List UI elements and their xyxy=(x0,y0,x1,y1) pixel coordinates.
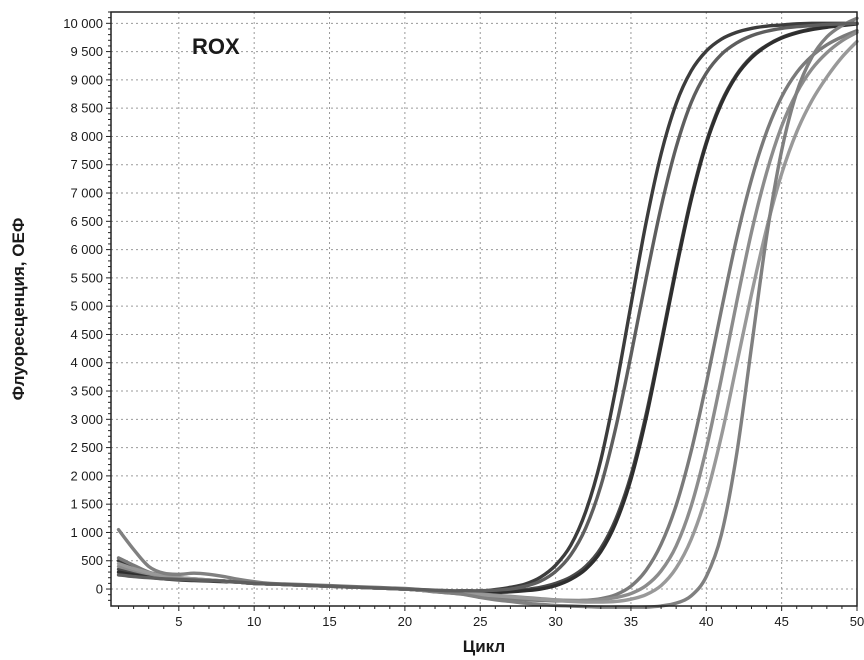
grid-layer xyxy=(111,12,858,606)
y-tick-label: 5 500 xyxy=(70,270,103,285)
x-tick-label: 15 xyxy=(322,614,336,629)
series-line-7 xyxy=(116,16,859,609)
y-axis-title: Флуоресценция, ОЕФ xyxy=(9,218,28,401)
chart-title: ROX xyxy=(192,34,240,59)
y-tick-label: 6 000 xyxy=(70,242,103,257)
y-tick-label: 5 000 xyxy=(70,299,103,314)
x-tick-label: 50 xyxy=(850,614,864,629)
x-tick-label: 10 xyxy=(247,614,261,629)
x-axis-title: Цикл xyxy=(463,637,505,656)
y-tick-label: 7 000 xyxy=(70,186,103,201)
series-line-3 xyxy=(116,22,859,595)
y-tick-label: 3 000 xyxy=(70,412,103,427)
y-tick-label: 7 500 xyxy=(70,157,103,172)
y-tick-label: 1 000 xyxy=(70,525,103,540)
x-tick-label: 5 xyxy=(175,614,182,629)
y-tick-label: 2 000 xyxy=(70,468,103,483)
y-tick-label: 1 500 xyxy=(70,497,103,512)
y-tick-label: 10 000 xyxy=(63,16,103,31)
series-line-8 xyxy=(116,21,859,593)
x-tick-label: 30 xyxy=(548,614,562,629)
x-tick-label: 25 xyxy=(473,614,487,629)
y-tick-label: 9 500 xyxy=(70,44,103,59)
y-tick-label: 4 000 xyxy=(70,355,103,370)
plot-frame xyxy=(110,11,858,607)
y-tick-label: 8 000 xyxy=(70,129,103,144)
series-line-6 xyxy=(116,39,859,604)
x-tick-label: 40 xyxy=(699,614,713,629)
y-tick-label: 2 500 xyxy=(70,440,103,455)
y-tick-label: 6 500 xyxy=(70,214,103,229)
y-tick-label: 500 xyxy=(81,553,103,568)
series-layer xyxy=(116,16,859,609)
x-tick-label: 45 xyxy=(774,614,788,629)
x-tick-label: 20 xyxy=(398,614,412,629)
y-tick-label: 8 500 xyxy=(70,101,103,116)
y-tick-label: 4 500 xyxy=(70,327,103,342)
y-tick-label: 9 000 xyxy=(70,72,103,87)
series-line-2 xyxy=(116,21,859,595)
x-tick-label: 35 xyxy=(624,614,638,629)
y-tick-label: 0 xyxy=(96,582,103,597)
y-tick-label: 3 500 xyxy=(70,384,103,399)
